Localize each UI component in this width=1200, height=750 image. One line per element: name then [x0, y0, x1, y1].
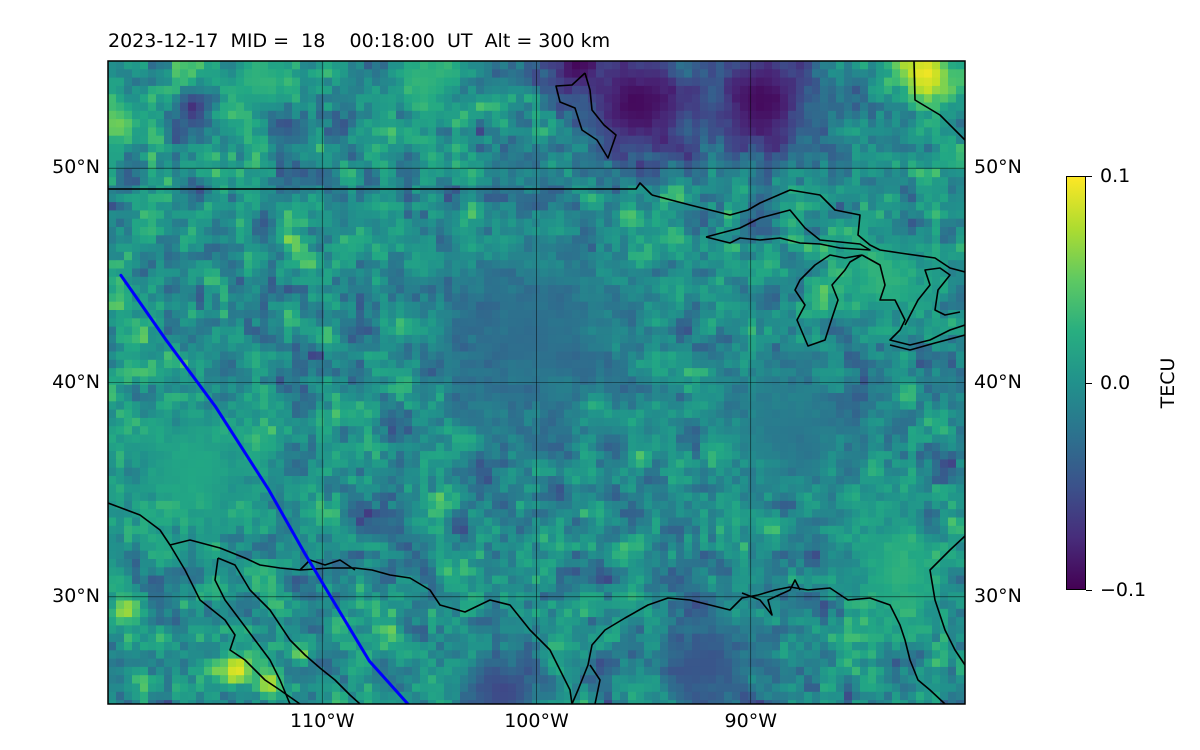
lake-superior-coast	[651, 189, 965, 273]
lake-superior-south	[705, 209, 871, 251]
title-date: 2023-12-17	[108, 30, 219, 52]
sonora-coast	[299, 559, 356, 571]
lake-huron-coast	[861, 254, 965, 346]
pacific-coast	[108, 502, 301, 704]
baja-peninsula	[169, 539, 573, 704]
gulf-of-california-west	[214, 557, 291, 704]
lat-label-right: 50°N	[974, 156, 1022, 179]
title-mid: MID = 18	[230, 30, 326, 52]
title-time: 00:18:00 UT	[349, 30, 473, 52]
lon-label: 100°W	[504, 710, 569, 732]
louisiana-delta	[741, 579, 801, 616]
satellite-track	[119, 273, 410, 704]
lat-label-right: 40°N	[974, 370, 1022, 393]
coastlines	[108, 61, 965, 704]
michigan-thumb	[904, 267, 961, 326]
hudson-bay-coast	[555, 72, 617, 159]
gulf-of-california-east	[217, 557, 361, 704]
lat-label-left: 40°N	[52, 370, 100, 393]
atlantic-coast	[929, 535, 965, 666]
us-canada-border	[108, 182, 653, 196]
colorbar-tick-label: 0.0	[1100, 372, 1131, 394]
tec-field	[108, 61, 965, 704]
hudson-bay-east-coast	[913, 61, 965, 141]
colorbar-tick-label: −0.1	[1100, 579, 1147, 601]
lat-label-left: 30°N	[52, 584, 100, 607]
lat-label-left: 50°N	[52, 156, 100, 179]
lake-erie-coast	[889, 334, 965, 351]
lake-michigan-coast	[794, 254, 863, 347]
gulf-coast-inner	[589, 664, 601, 704]
colorbar-tick	[1086, 382, 1092, 384]
lon-label: 90°W	[724, 710, 777, 732]
colorbar-tick	[1086, 175, 1092, 177]
gulf-coast	[571, 586, 946, 704]
lon-label: 110°W	[289, 710, 355, 732]
colorbar-tick-label: 0.1	[1100, 165, 1131, 187]
map-frame	[107, 60, 966, 705]
colorbar-label: TECU	[1157, 357, 1179, 409]
colorbar-tick	[1086, 589, 1092, 591]
lat-label-right: 30°N	[974, 584, 1022, 607]
colorbar	[1066, 176, 1086, 590]
map-title: 2023-12-17 MID = 18 00:18:00 UT Alt = 30…	[108, 30, 610, 52]
title-alt: Alt = 300 km	[484, 30, 611, 52]
